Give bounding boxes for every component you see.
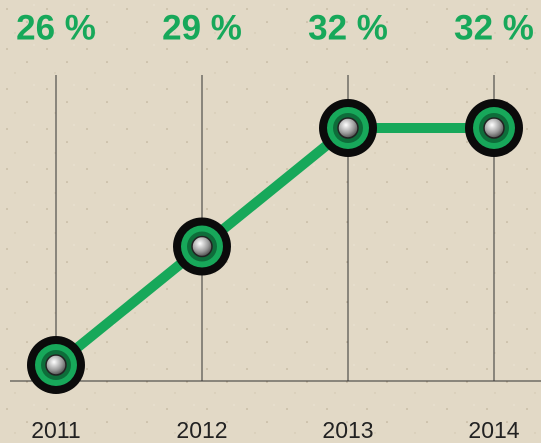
data-point	[465, 99, 523, 157]
x-tick-label: 2011	[31, 417, 80, 443]
x-tick-label: 2014	[468, 417, 519, 443]
x-tick-label: 2013	[322, 417, 373, 443]
data-line	[52, 123, 494, 369]
data-point	[27, 336, 85, 394]
data-point	[319, 99, 377, 157]
value-label: 32 %	[454, 8, 534, 47]
value-label: 26 %	[16, 8, 96, 47]
value-label: 32 %	[308, 8, 388, 47]
x-tick-label: 2012	[176, 417, 227, 443]
value-label: 29 %	[162, 8, 242, 47]
data-point	[173, 217, 231, 276]
